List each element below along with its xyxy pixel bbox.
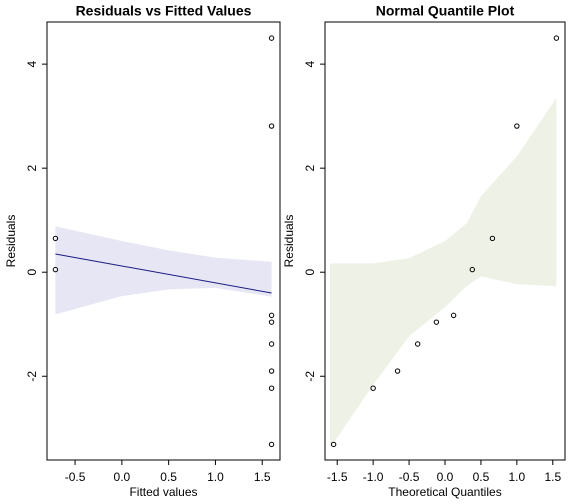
fit-line: [55, 253, 272, 294]
point: [52, 235, 59, 242]
y-tick-label: 2: [303, 165, 317, 172]
x-tick-label: 0.5: [473, 470, 490, 484]
y-axis-label: Residuals: [282, 215, 296, 268]
point: [268, 123, 275, 129]
x-tick-label: -0.5: [399, 470, 420, 484]
x-tick-label: 1.5: [254, 470, 271, 484]
y-axis-label: Residuals: [4, 215, 18, 268]
y-tick-label: 0: [25, 269, 39, 276]
x-tick-label: 1.0: [509, 470, 526, 484]
y-tick-label: 4: [25, 60, 39, 67]
x-axis-label: Fitted values: [129, 485, 197, 499]
point: [433, 319, 440, 325]
x-tick-label: 0.0: [437, 470, 454, 484]
x-axis-label: Theoretical Quantiles: [388, 485, 501, 499]
y-tick-label: 2: [25, 165, 39, 172]
point: [514, 123, 520, 129]
x-tick-label: 0.5: [160, 470, 177, 484]
point: [268, 319, 275, 325]
point: [553, 35, 560, 41]
x-tick-label: 1.5: [544, 470, 561, 484]
y-tick-label: 0: [303, 269, 317, 276]
point: [450, 312, 457, 319]
point: [268, 368, 275, 374]
point: [370, 385, 376, 391]
point: [469, 266, 476, 273]
confidence-band: [330, 97, 557, 449]
chart-title: Normal Quantile Plot: [376, 3, 515, 19]
y-tick-label: -2: [25, 371, 39, 382]
point: [268, 341, 275, 347]
x-tick-label: -1.0: [363, 470, 384, 484]
point: [330, 441, 337, 448]
x-tick-label: -1.5: [327, 470, 348, 484]
x-tick-label: 1.0: [207, 470, 224, 484]
chart-title: Residuals vs Fitted Values: [76, 3, 252, 19]
point: [268, 441, 275, 448]
point: [394, 368, 401, 374]
point: [52, 266, 59, 273]
point: [268, 385, 275, 391]
confidence-band: [55, 226, 272, 315]
point: [489, 235, 496, 242]
point: [414, 341, 421, 347]
plot-frame: [46, 21, 281, 461]
point: [268, 312, 275, 319]
y-tick-label: -2: [303, 371, 317, 382]
point: [268, 35, 275, 41]
y-tick-label: 4: [303, 60, 317, 67]
x-tick-label: -0.5: [65, 470, 86, 484]
x-tick-label: 0.0: [114, 470, 131, 484]
